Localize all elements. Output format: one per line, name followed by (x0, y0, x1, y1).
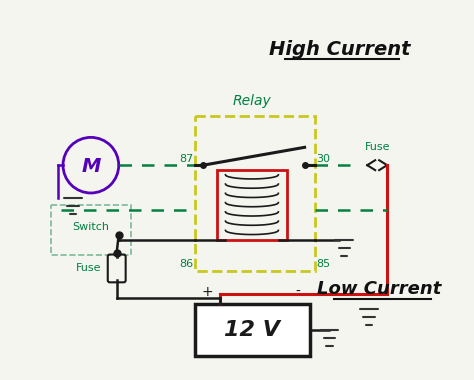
Text: 30: 30 (317, 154, 330, 164)
Text: Fuse: Fuse (365, 142, 390, 152)
Text: M: M (81, 157, 100, 176)
Text: -: - (295, 285, 300, 299)
Bar (51, 205, 131, 255)
Text: +: + (201, 285, 213, 299)
Text: 85: 85 (317, 260, 331, 269)
Bar (195, 304, 310, 356)
Text: Low Current: Low Current (317, 280, 441, 298)
Text: Relay: Relay (233, 93, 271, 108)
Text: 86: 86 (179, 260, 193, 269)
Text: 12 V: 12 V (224, 320, 281, 340)
Bar (217, 170, 287, 240)
Text: High Current: High Current (269, 40, 410, 59)
Text: 87: 87 (179, 154, 193, 164)
Text: Fuse: Fuse (76, 263, 101, 274)
Bar (195, 116, 315, 271)
Text: Switch: Switch (73, 222, 109, 232)
